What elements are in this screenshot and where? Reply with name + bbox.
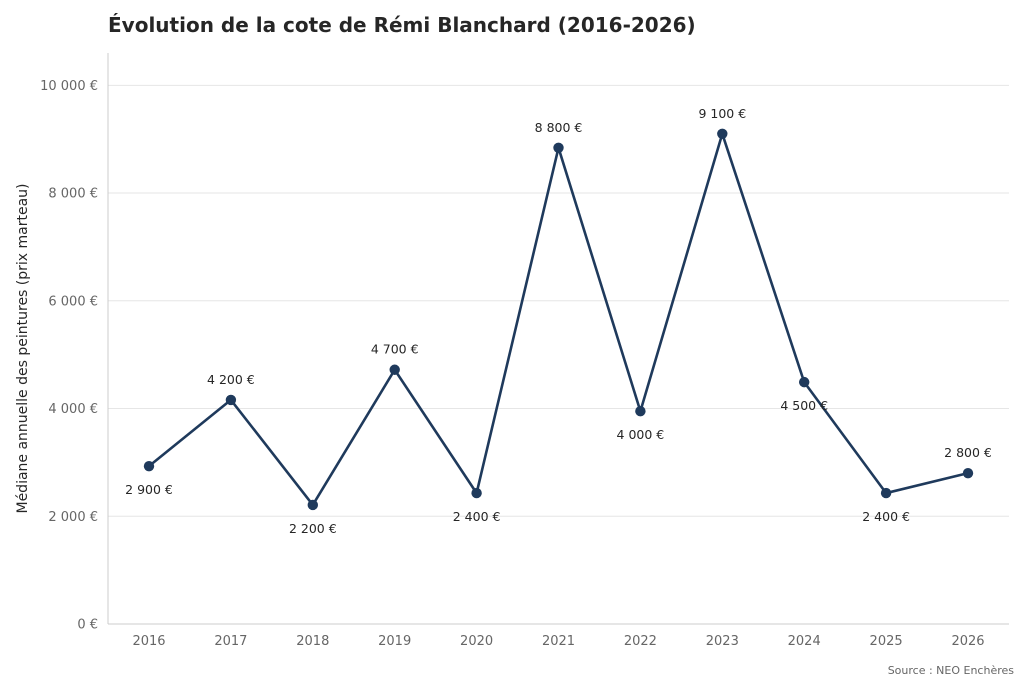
x-tick-label: 2026	[951, 634, 984, 649]
data-point	[635, 406, 646, 417]
data-label: 4 000 €	[617, 427, 665, 442]
data-label: 4 700 €	[371, 342, 419, 357]
data-label: 2 800 €	[944, 445, 992, 460]
data-point	[471, 487, 482, 499]
data-label: 4 500 €	[780, 398, 828, 413]
y-tick-label: 2 000 €	[48, 510, 98, 525]
y-tick-label: 8 000 €	[48, 187, 98, 202]
data-point	[389, 364, 400, 375]
data-label: 2 400 €	[453, 509, 501, 524]
data-label: 8 800 €	[535, 120, 583, 135]
data-point	[799, 376, 810, 388]
chart-title: Évolution de la cote de Rémi Blanchard (…	[108, 13, 696, 37]
data-point	[307, 499, 318, 511]
x-tick-label: 2024	[788, 634, 821, 649]
data-point	[717, 128, 728, 140]
y-tick-label: 6 000 €	[48, 294, 98, 309]
source-note: Source : NEO Enchères	[887, 664, 1014, 677]
data-label: 2 400 €	[862, 509, 910, 524]
x-tick-label: 2023	[706, 634, 739, 649]
y-tick-label: 4 000 €	[48, 402, 98, 417]
data-label: 2 200 €	[289, 521, 337, 536]
x-tick-label: 2018	[296, 634, 329, 649]
x-tick-label: 2016	[132, 634, 165, 649]
y-tick-label: 0 €	[77, 618, 98, 633]
y-tick-label: 10 000 €	[40, 79, 98, 94]
data-label: 4 200 €	[207, 372, 255, 387]
data-label: 9 100 €	[698, 106, 746, 121]
data-label: 2 900 €	[125, 482, 173, 497]
data-point	[880, 487, 892, 499]
x-tick-label: 2019	[378, 634, 411, 649]
x-tick-label: 2020	[460, 634, 493, 649]
x-tick-label: 2021	[542, 634, 575, 649]
x-tick-label: 2022	[624, 634, 657, 649]
data-point	[225, 394, 237, 406]
x-tick-label: 2017	[214, 634, 247, 649]
y-axis-title: Médiane annuelle des peintures (prix mar…	[15, 183, 31, 513]
series-line	[147, 132, 970, 507]
data-point	[143, 460, 155, 472]
x-tick-label: 2025	[870, 634, 903, 649]
data-point	[553, 142, 564, 154]
data-point	[962, 467, 974, 479]
